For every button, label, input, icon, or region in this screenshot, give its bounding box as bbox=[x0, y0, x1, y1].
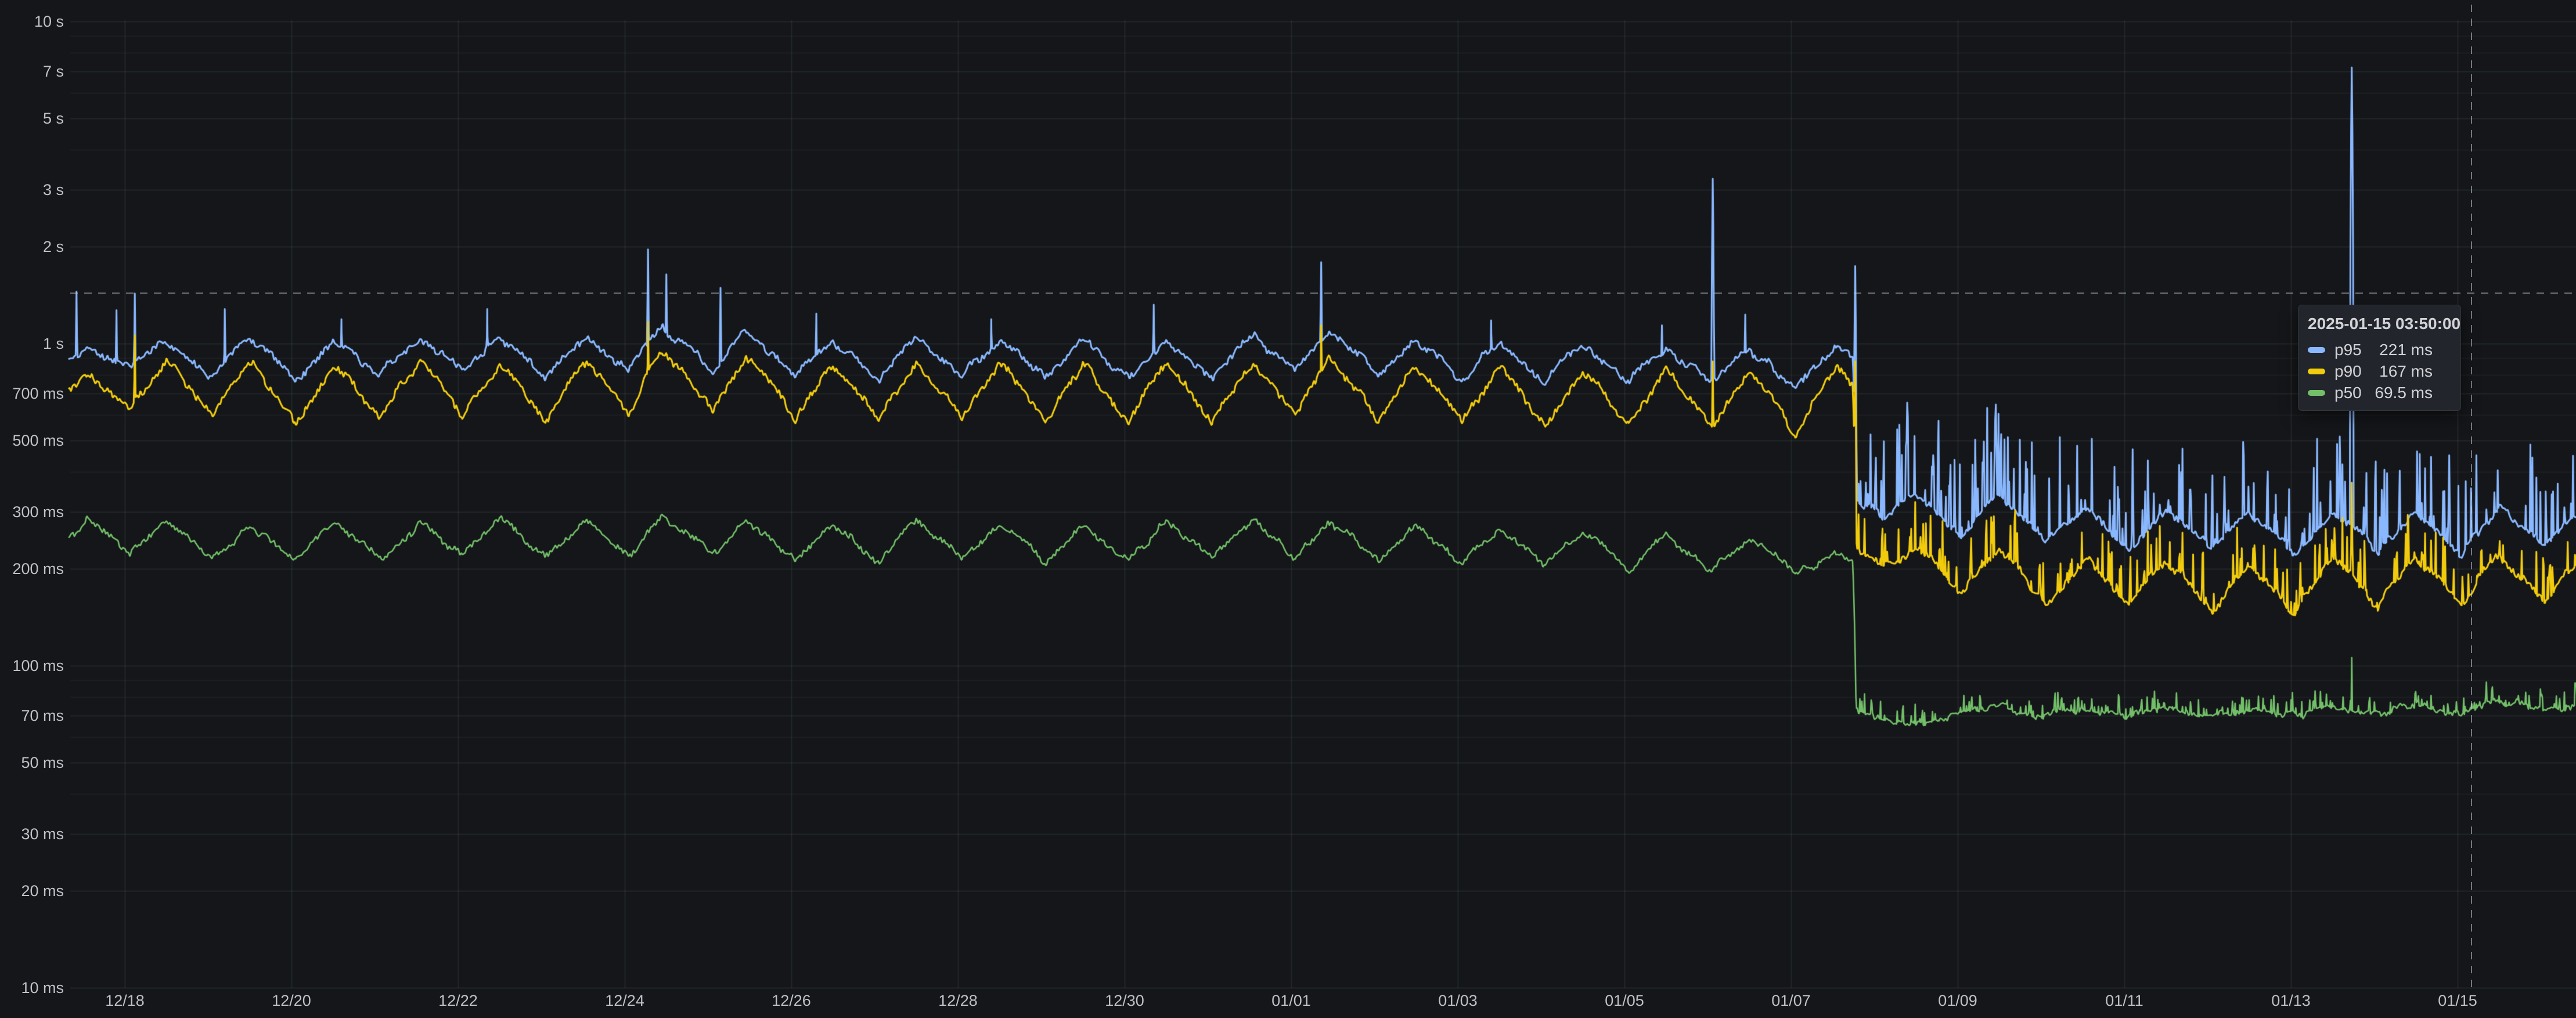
y-tick-label: 3 s bbox=[42, 181, 64, 199]
p90-series-color-swatch bbox=[2308, 368, 2325, 374]
x-tick-label: 12/24 bbox=[605, 992, 644, 1009]
y-tick-label: 5 s bbox=[42, 110, 64, 128]
x-tick-label: 12/22 bbox=[438, 992, 478, 1009]
tooltip-row: p50 69.5 ms bbox=[2307, 382, 2452, 403]
x-tick-label: 01/01 bbox=[1271, 992, 1311, 1009]
tooltip-series-value: 69.5 ms bbox=[2375, 383, 2433, 402]
y-tick-label: 1 s bbox=[42, 335, 64, 352]
x-tick-label: 12/26 bbox=[772, 992, 811, 1009]
y-tick-label: 300 ms bbox=[12, 503, 64, 521]
tooltip-series-value: 221 ms bbox=[2379, 340, 2433, 359]
y-tick-label: 50 ms bbox=[21, 754, 64, 772]
tooltip-row: p95 221 ms bbox=[2307, 339, 2452, 360]
x-tick-label: 01/03 bbox=[1438, 992, 1478, 1009]
x-tick-label: 01/11 bbox=[2105, 992, 2143, 1009]
y-tick-label: 200 ms bbox=[12, 559, 64, 577]
x-tick-label: 01/15 bbox=[2438, 992, 2477, 1009]
chart-tooltip: 2025-01-15 03:50:00 p95 221 ms p90 167 m… bbox=[2298, 305, 2461, 411]
x-tick-label: 01/13 bbox=[2271, 992, 2311, 1009]
y-tick-label: 10 ms bbox=[21, 979, 64, 997]
x-tick-label: 01/09 bbox=[1938, 992, 1977, 1009]
y-tick-label: 2 s bbox=[42, 237, 64, 255]
x-tick-label: 01/07 bbox=[1771, 992, 1811, 1009]
y-tick-label: 700 ms bbox=[12, 384, 64, 402]
p95-series-color-swatch bbox=[2308, 346, 2325, 353]
x-tick-label: 12/28 bbox=[938, 992, 978, 1009]
x-tick-label: 12/20 bbox=[272, 992, 311, 1009]
tooltip-row: p90 167 ms bbox=[2307, 360, 2452, 382]
tooltip-series-label: p95 bbox=[2334, 340, 2362, 359]
y-tick-label: 100 ms bbox=[12, 657, 64, 674]
y-tick-label: 500 ms bbox=[12, 432, 64, 450]
x-tick-label: 12/30 bbox=[1105, 992, 1144, 1009]
x-tick-label: 01/05 bbox=[1605, 992, 1644, 1009]
y-tick-label: 20 ms bbox=[21, 882, 64, 900]
tooltip-series-label: p50 bbox=[2334, 383, 2362, 402]
y-tick-label: 30 ms bbox=[21, 825, 64, 843]
tooltip-series-label: p90 bbox=[2334, 362, 2362, 380]
y-tick-label: 70 ms bbox=[21, 706, 64, 724]
x-tick-label: 12/18 bbox=[105, 992, 145, 1009]
y-tick-label: 7 s bbox=[42, 62, 64, 80]
tooltip-timestamp: 2025-01-15 03:50:00 bbox=[2308, 315, 2461, 333]
p50-series-color-swatch bbox=[2308, 389, 2325, 396]
tooltip-series-value: 167 ms bbox=[2379, 362, 2433, 380]
y-tick-label: 10 s bbox=[34, 13, 64, 30]
